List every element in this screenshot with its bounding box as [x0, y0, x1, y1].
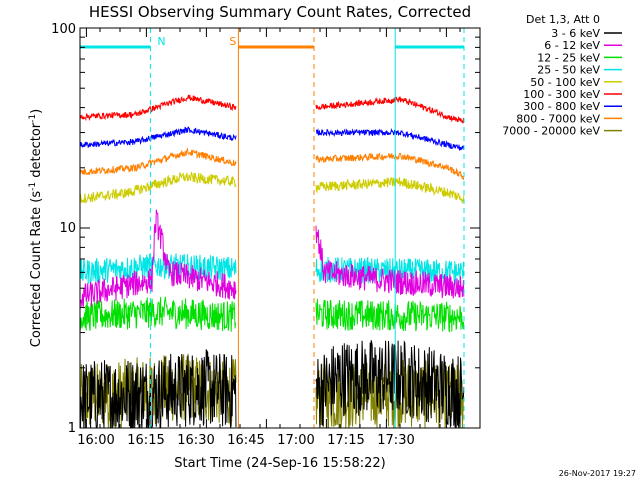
legend-label: 12 - 25 keV — [537, 51, 600, 64]
series-line — [79, 94, 237, 122]
y-tick-label: 100 — [51, 22, 76, 37]
series-line — [79, 147, 237, 176]
legend-label: 6 - 12 keV — [544, 39, 600, 52]
x-axis-label: Start Time (24-Sep-16 15:58:22) — [174, 456, 385, 471]
legend-label: 50 - 100 keV — [530, 76, 600, 89]
y-axis-label-exponent: -1 — [28, 114, 38, 123]
series-line — [315, 340, 465, 429]
series-line — [315, 152, 465, 180]
series-line — [79, 126, 237, 148]
legend-label: 800 - 7000 keV — [516, 112, 600, 125]
y-axis-label: Corrected Count Rate (s-1 detector-1) — [28, 109, 44, 347]
series-line — [315, 298, 465, 334]
legend-label: 100 - 300 keV — [523, 88, 600, 101]
series-line — [315, 177, 465, 204]
legend-label: 7000 - 20000 keV — [502, 125, 600, 138]
series-line — [316, 127, 465, 151]
y-axis-label-end: ) — [29, 109, 44, 114]
y-axis-label-unit: detector — [29, 122, 44, 182]
x-tick-label: 17:15 — [327, 433, 364, 448]
series-line — [79, 209, 237, 309]
chart-title: HESSI Observing Summary Count Rates, Cor… — [89, 3, 471, 21]
series-line — [79, 171, 237, 204]
x-tick-label: 16:00 — [77, 433, 114, 448]
series-line — [79, 349, 237, 429]
legend-label: 25 - 50 keV — [537, 64, 600, 77]
y-tick-label: 1 — [68, 421, 76, 436]
series-line — [315, 96, 465, 124]
y-axis-label-exponent: -1 — [28, 182, 38, 191]
x-tick-label: 16:30 — [177, 433, 214, 448]
timestamp: 26-Nov-2017 19:27 — [559, 469, 636, 478]
series-line — [79, 296, 237, 332]
axis-ticks — [79, 27, 481, 429]
flag-label: S — [229, 35, 236, 48]
y-axis-label-main: Corrected Count Rate (s — [29, 191, 44, 348]
x-tick-label: 16:15 — [127, 433, 164, 448]
x-tick-label: 17:30 — [377, 433, 414, 448]
legend-label: 300 - 800 keV — [523, 100, 600, 113]
x-tick-label: 17:00 — [277, 433, 314, 448]
flag-label: N — [157, 35, 165, 48]
legend-label: 3 - 6 keV — [551, 27, 600, 40]
y-tick-label: 10 — [59, 221, 76, 236]
x-tick-label: 16:45 — [227, 433, 264, 448]
legend-header: Det 1,3, Att 0 — [526, 13, 600, 26]
series-line — [315, 225, 465, 299]
series-line — [79, 252, 237, 285]
